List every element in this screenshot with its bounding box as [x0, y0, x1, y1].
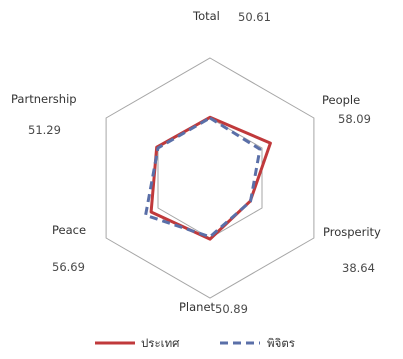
series-line-phichit [144, 116, 262, 239]
legend-label-country: ประเทศ [141, 336, 180, 350]
series-line-country [149, 115, 272, 241]
axis-label-people: People [322, 93, 360, 107]
axis-label-prosperity: Prosperity [323, 225, 381, 239]
axis-label-peace: Peace [52, 223, 86, 237]
value-label-partnership: 51.29 [28, 123, 61, 137]
legend-label-phichit: พิจิตร [267, 336, 295, 350]
radar-series-group [144, 115, 272, 241]
axis-label-total: Total [192, 9, 220, 23]
value-label-total: 50.61 [238, 10, 271, 24]
axis-label-planet: Planet [179, 300, 216, 314]
value-label-people: 58.09 [338, 112, 371, 126]
value-label-prosperity: 38.64 [342, 261, 375, 275]
value-label-planet: 50.89 [215, 302, 248, 316]
axis-label-partnership: Partnership [11, 92, 77, 106]
radar-grid [105, 57, 315, 299]
grid-ring-2 [105, 57, 315, 299]
legend: ประเทศ พิจิตร [95, 336, 295, 350]
value-label-peace: 56.69 [52, 260, 85, 274]
